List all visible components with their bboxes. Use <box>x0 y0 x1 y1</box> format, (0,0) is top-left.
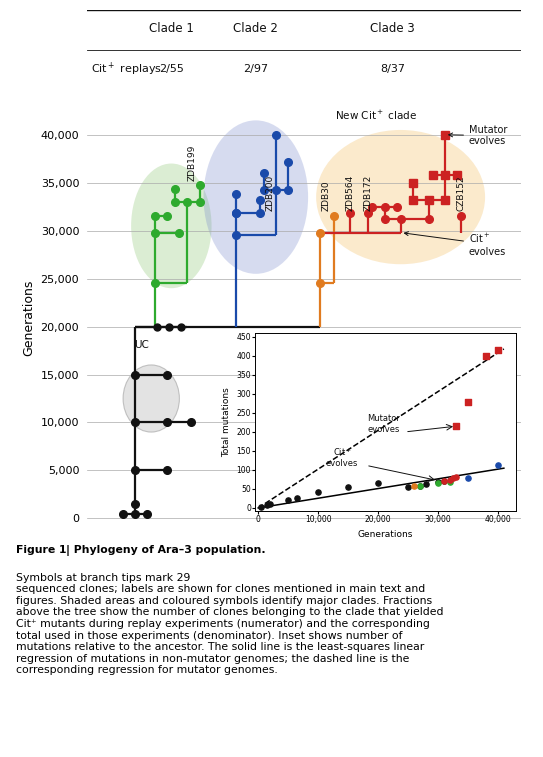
Text: Figure 1: Figure 1 <box>16 545 67 555</box>
Text: Cit$^+$ replays: Cit$^+$ replays <box>91 61 162 78</box>
Ellipse shape <box>131 164 212 288</box>
Point <box>409 480 418 492</box>
Point <box>452 471 460 483</box>
Text: Clade 1: Clade 1 <box>149 23 194 36</box>
Point <box>464 472 472 484</box>
Text: 8/37: 8/37 <box>380 64 405 74</box>
Point <box>263 499 272 511</box>
Point <box>403 481 412 493</box>
Text: New Cit$^+$ clade: New Cit$^+$ clade <box>334 109 416 123</box>
Point <box>374 477 382 489</box>
Point <box>314 485 323 497</box>
Y-axis label: Generations: Generations <box>22 280 35 356</box>
Point <box>440 475 449 487</box>
Point <box>494 344 502 357</box>
Point <box>452 420 460 432</box>
Text: ZDB30: ZDB30 <box>321 181 331 211</box>
Point <box>284 494 293 506</box>
Text: Cit$^+$
evolves: Cit$^+$ evolves <box>326 446 358 468</box>
Text: Clade 3: Clade 3 <box>370 23 415 36</box>
Text: Mutator
evolves: Mutator evolves <box>368 414 401 434</box>
Point <box>415 480 424 492</box>
Text: 2/55: 2/55 <box>159 64 184 74</box>
Point <box>446 476 454 488</box>
Text: CZB152: CZB152 <box>457 176 465 211</box>
Text: | Phylogeny of Ara–3 population.: | Phylogeny of Ara–3 population. <box>66 545 266 556</box>
Ellipse shape <box>204 120 308 274</box>
Point <box>434 477 443 489</box>
Text: Mutator
evolves: Mutator evolves <box>449 125 507 146</box>
Text: ZDB199: ZDB199 <box>188 145 197 181</box>
Text: Clade 2: Clade 2 <box>233 23 278 36</box>
Text: ZDB564: ZDB564 <box>346 175 355 211</box>
Text: ZDB200: ZDB200 <box>266 175 274 211</box>
Point <box>494 459 502 472</box>
Point <box>421 478 430 491</box>
Point <box>449 472 457 484</box>
Text: Cit$^+$
evolves: Cit$^+$ evolves <box>405 232 506 257</box>
Point <box>344 481 352 493</box>
Point <box>482 350 490 362</box>
Point <box>440 475 449 488</box>
Point <box>446 474 454 486</box>
X-axis label: Generations: Generations <box>358 530 413 539</box>
Point <box>266 497 275 509</box>
Text: ZDB172: ZDB172 <box>364 175 373 211</box>
Point <box>257 501 266 513</box>
Text: Symbols at branch tips mark 29
sequenced clones; labels are shown for clones men: Symbols at branch tips mark 29 sequenced… <box>16 572 444 675</box>
Y-axis label: Total mutations: Total mutations <box>222 387 231 457</box>
Point <box>415 480 424 492</box>
Point <box>464 395 472 407</box>
Ellipse shape <box>123 365 179 432</box>
Text: 2/97: 2/97 <box>243 64 268 74</box>
Point <box>434 476 443 488</box>
Text: UC: UC <box>134 340 149 350</box>
Ellipse shape <box>316 130 485 264</box>
Point <box>293 491 301 503</box>
